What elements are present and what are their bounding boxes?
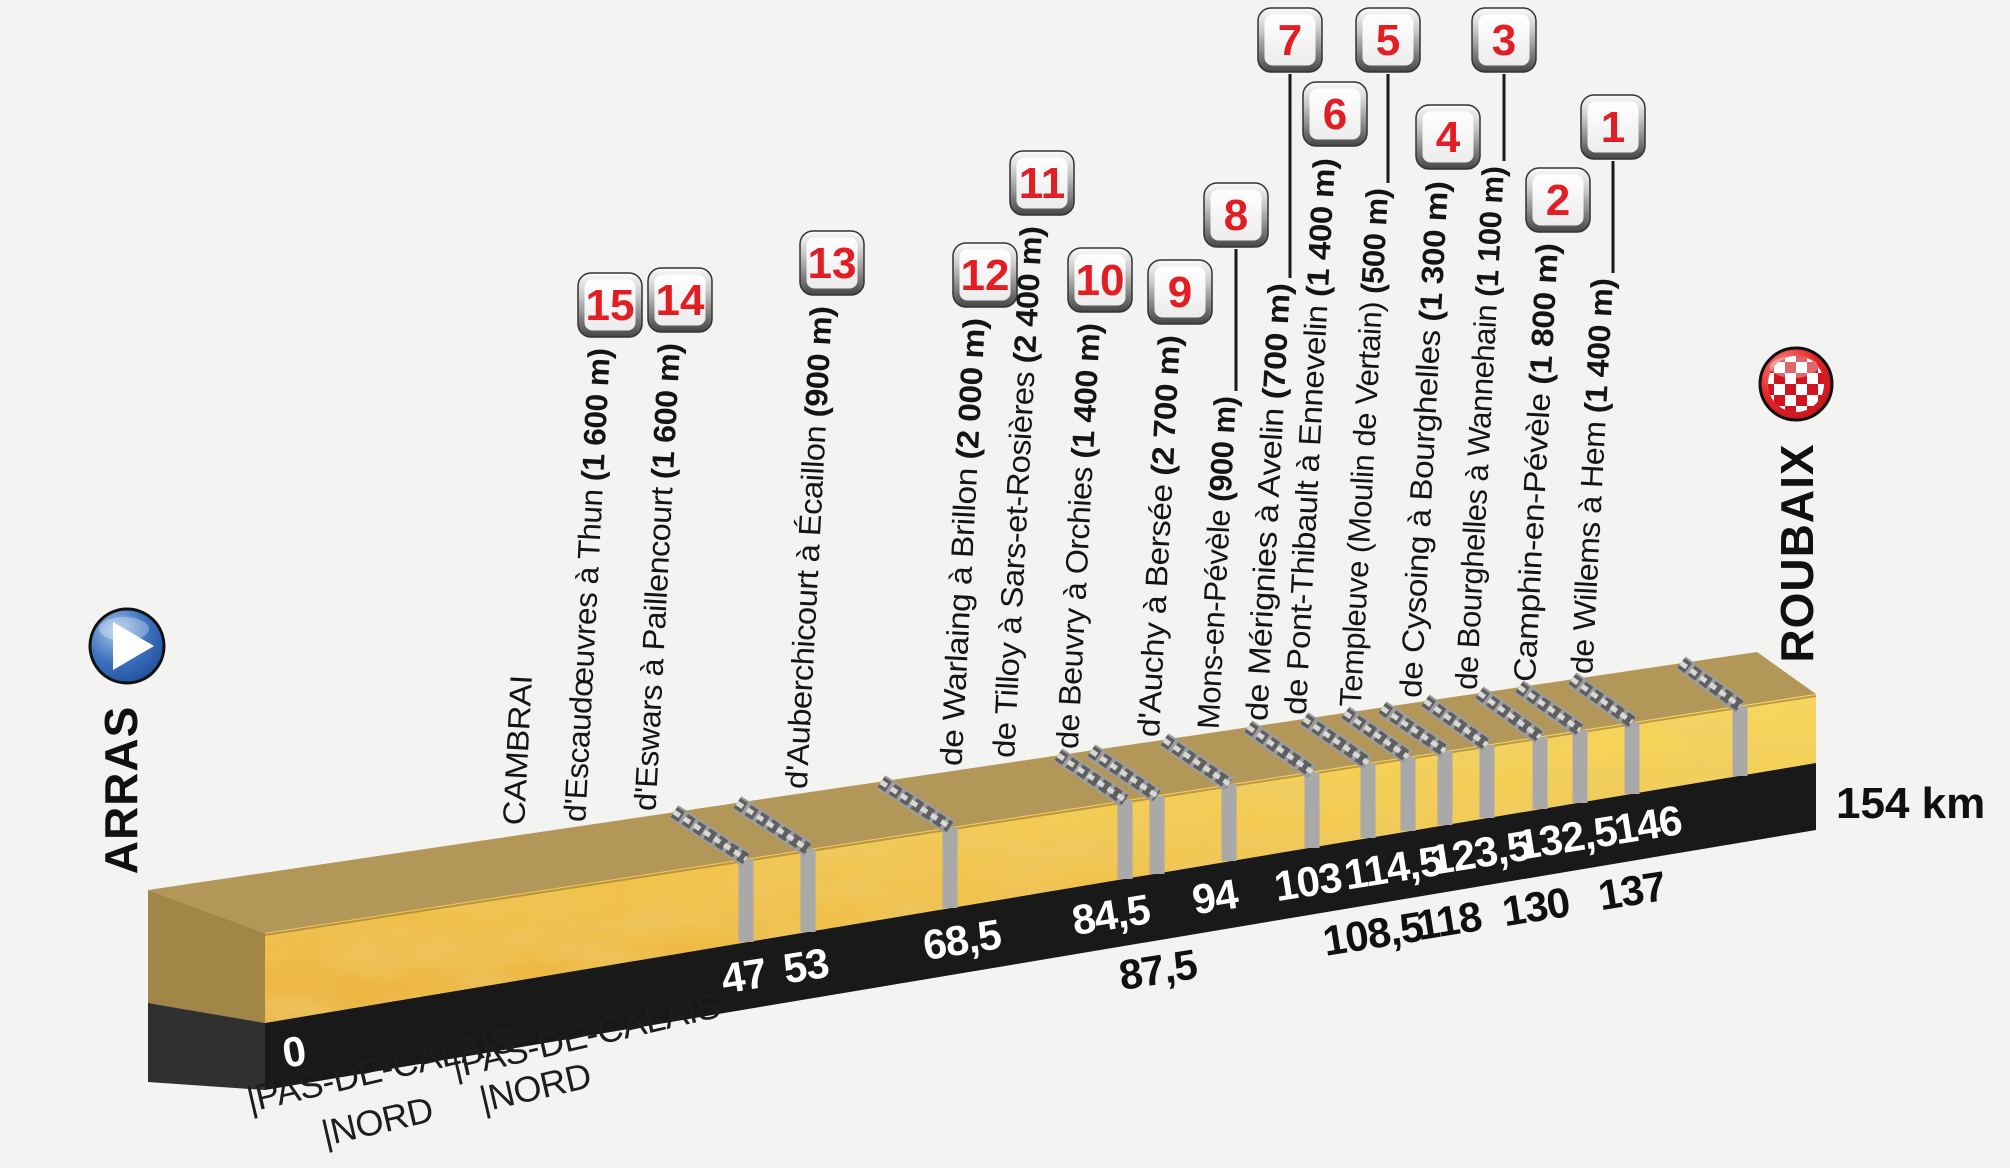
svg-text:2: 2	[1546, 176, 1570, 225]
svg-text:5: 5	[1376, 16, 1400, 65]
bar-edge-shade	[264, 695, 1817, 936]
km-mark-137: 137	[1595, 862, 1669, 919]
sector-badge-15: 15	[577, 272, 643, 338]
sector-label-3: de Bourghelles à Wannehain (1 100 m)	[1449, 166, 1511, 691]
start-city-label: ARRAS	[95, 706, 147, 875]
badge-connectors	[1234, 74, 1615, 391]
bar-left-end-top	[148, 890, 265, 1023]
sector-badges: 15 14 13 12 11 10 9 8 7 6 5 4 3 2 1	[577, 7, 1646, 338]
start-marker: ARRAS	[88, 607, 166, 875]
city-label-cambrai: CAMBRAI	[496, 675, 539, 827]
start-icon-gloss	[99, 617, 149, 641]
sector-label-13: d'Auberchicourt à Écaillon (900 m)	[779, 306, 839, 790]
sector-label-10: de Beuvry à Orchies (1 400 m)	[1050, 323, 1107, 750]
svg-text:12: 12	[961, 251, 1010, 300]
sector-badge-4: 4	[1415, 104, 1481, 170]
km-mark-108-5: 108,5	[1320, 903, 1427, 965]
sector-badge-13: 13	[799, 230, 865, 296]
svg-text:11: 11	[1019, 159, 1066, 208]
sector-badge-9: 9	[1147, 259, 1213, 325]
km-mark-146: 146	[1611, 796, 1685, 853]
bar-front-face-texture	[265, 694, 1816, 1023]
checkered-flag-icon	[1768, 356, 1824, 412]
sector-badge-1: 1	[1580, 94, 1646, 160]
sector-badge-12: 12	[952, 242, 1018, 308]
sector-label-14: d'Eswars à Paillencourt (1 600 m)	[628, 343, 687, 812]
km-mark-130: 130	[1499, 878, 1573, 935]
sector-label-4: de Cysoing à Bourghelles (1 300 m)	[1393, 181, 1455, 699]
svg-text:15: 15	[586, 281, 635, 330]
svg-text:8: 8	[1224, 191, 1248, 240]
sector-label-8: Mons-en-Pévèle (900 m)	[1191, 396, 1243, 730]
svg-text:7: 7	[1278, 16, 1302, 65]
finish-city-label: ROUBAIX	[1771, 443, 1823, 662]
km-mark-118: 118	[1413, 892, 1485, 949]
sector-badge-7: 7	[1257, 7, 1323, 73]
sector-cobble-bands	[669, 656, 1745, 866]
km-mark-87-5: 87,5	[1116, 940, 1201, 999]
sector-badge-11: 11	[1009, 150, 1075, 216]
sector-badge-6: 6	[1302, 81, 1368, 147]
svg-text:14: 14	[656, 276, 705, 325]
sector-label-12: de Warlaing à Brillon (2 000 m)	[934, 318, 992, 767]
sector-strips	[669, 656, 1748, 942]
svg-text:1: 1	[1601, 103, 1625, 152]
svg-text:13: 13	[808, 239, 857, 288]
km-mark-47: 47	[718, 949, 770, 1002]
finish-marker: ROUBAIX	[1758, 346, 1834, 663]
sector-badge-5: 5	[1355, 7, 1421, 73]
sector-label-9: d'Auchy à Bersée (2 700 m)	[1131, 335, 1187, 738]
svg-text:3: 3	[1492, 16, 1516, 65]
km-mark-94: 94	[1189, 870, 1242, 924]
play-icon	[113, 622, 154, 670]
km-mark-53: 53	[780, 939, 832, 992]
sector-badge-10: 10	[1067, 247, 1133, 313]
sector-badge-2: 2	[1525, 167, 1591, 233]
sector-label-2: Camphin-en-Pévèle (1 800 m)	[1507, 243, 1565, 683]
sector-label-5: Templeuve (Moulin de Vertain) (500 m)	[1333, 188, 1395, 708]
km-mark-103: 103	[1271, 853, 1345, 910]
bar-left-end-bottom	[148, 1003, 265, 1090]
svg-text:6: 6	[1323, 90, 1347, 139]
finish-icon-gloss	[1770, 356, 1818, 378]
sector-label-1: de Willems à Hem (1 400 m)	[1564, 278, 1620, 675]
sector-badge-8: 8	[1203, 182, 1269, 248]
total-distance-label: 154 km	[1836, 779, 1985, 828]
sector-label-15: d'Escaudœuvres à Thun (1 600 m)	[557, 348, 617, 823]
svg-text:9: 9	[1168, 268, 1192, 317]
sector-badge-14: 14	[647, 267, 713, 333]
svg-text:4: 4	[1436, 113, 1461, 162]
bar-km-band	[265, 763, 1816, 1090]
sector-badge-3: 3	[1471, 7, 1537, 73]
svg-text:10: 10	[1076, 256, 1125, 305]
